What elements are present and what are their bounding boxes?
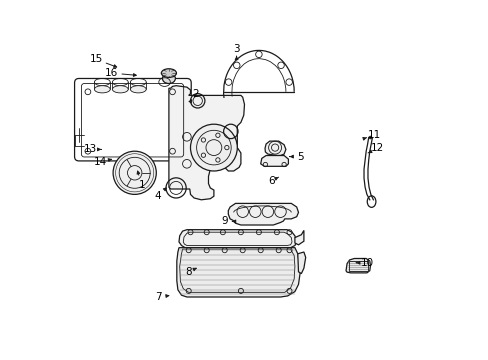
Ellipse shape	[130, 86, 146, 93]
Polygon shape	[177, 248, 300, 297]
Text: 5: 5	[296, 152, 303, 162]
Text: 10: 10	[360, 258, 373, 268]
Polygon shape	[168, 86, 244, 200]
Text: 15: 15	[89, 54, 102, 64]
Polygon shape	[294, 230, 303, 245]
Polygon shape	[260, 156, 288, 166]
Text: 11: 11	[366, 130, 380, 140]
Polygon shape	[297, 252, 305, 274]
Text: 12: 12	[370, 143, 384, 153]
Polygon shape	[264, 141, 285, 156]
Polygon shape	[346, 258, 370, 273]
Ellipse shape	[368, 136, 371, 139]
Text: 2: 2	[192, 89, 199, 99]
Text: 7: 7	[155, 292, 161, 302]
FancyBboxPatch shape	[75, 78, 191, 161]
Ellipse shape	[161, 69, 176, 77]
Ellipse shape	[94, 86, 110, 93]
Polygon shape	[179, 230, 296, 248]
Text: 16: 16	[104, 68, 118, 78]
Text: 14: 14	[94, 157, 107, 167]
Text: 4: 4	[154, 191, 161, 201]
Text: 6: 6	[267, 176, 274, 186]
Ellipse shape	[190, 124, 237, 171]
Polygon shape	[228, 203, 298, 225]
Text: 9: 9	[221, 216, 227, 226]
Ellipse shape	[162, 73, 175, 84]
Text: 8: 8	[185, 267, 192, 277]
Text: 13: 13	[83, 144, 97, 154]
Ellipse shape	[112, 86, 128, 93]
Text: 1: 1	[138, 180, 145, 190]
Ellipse shape	[113, 151, 156, 194]
Bar	[348, 261, 367, 271]
Text: 3: 3	[233, 44, 240, 54]
